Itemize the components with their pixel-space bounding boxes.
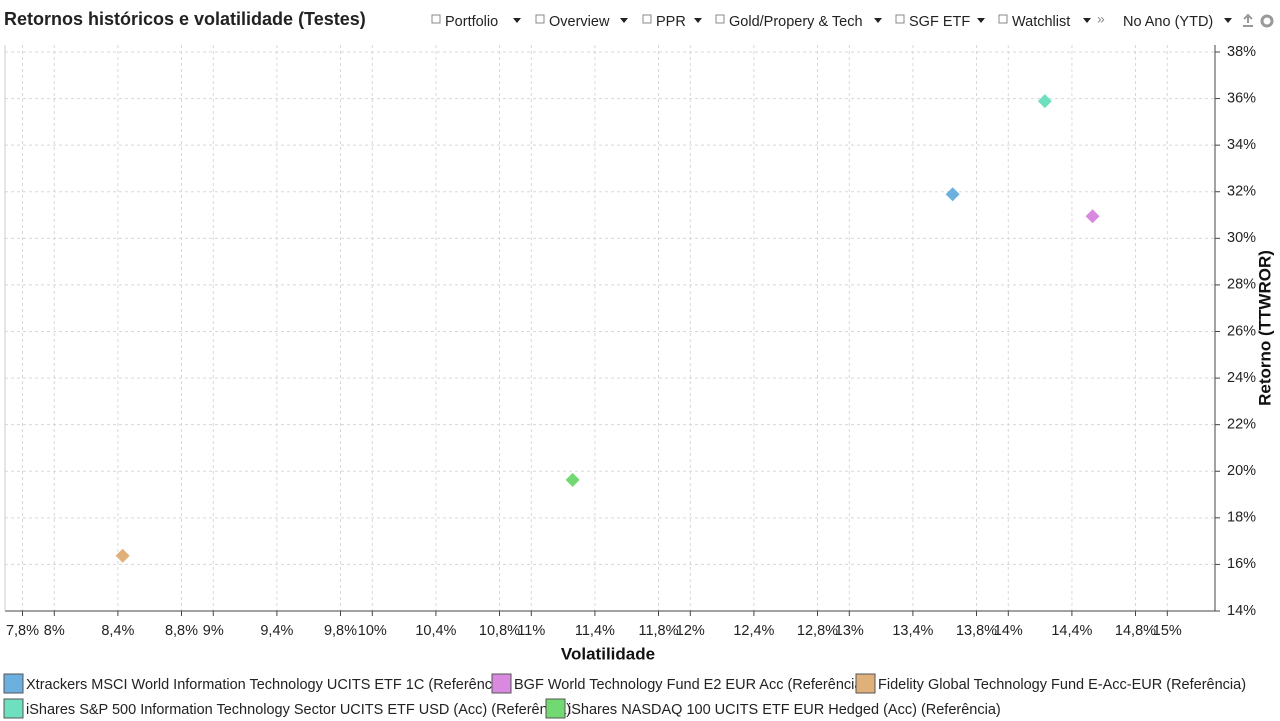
data-point [1037, 94, 1052, 109]
x-tick-label: 12,8% [797, 623, 838, 639]
y-tick-label: 34% [1227, 137, 1256, 153]
checkbox[interactable] [431, 14, 441, 24]
export-icon[interactable] [1243, 13, 1253, 27]
y-tick-label: 24% [1227, 370, 1256, 386]
y-tick-label: 22% [1227, 416, 1256, 432]
overflow-icon[interactable]: » [1097, 11, 1105, 27]
dropdown-arrow[interactable] [874, 18, 882, 23]
x-tick-label: 10,8% [479, 623, 520, 639]
y-tick-label: 14% [1227, 603, 1256, 619]
x-tick-label: 9,4% [260, 623, 293, 639]
dropdown-arrow[interactable] [620, 18, 628, 23]
x-tick-label: 13,8% [956, 623, 997, 639]
checkbox[interactable] [895, 14, 905, 24]
dropdown-arrow[interactable] [694, 18, 702, 23]
toolbar-item[interactable]: PPR [656, 14, 686, 30]
y-tick-label: 18% [1227, 510, 1256, 526]
period-selector[interactable]: No Ano (YTD) [1123, 14, 1213, 30]
x-tick-label: 9,8% [324, 623, 357, 639]
legend-swatch[interactable] [491, 673, 512, 694]
dropdown-arrow[interactable] [977, 18, 985, 23]
toolbar-item[interactable]: Gold/Propery & Tech [729, 14, 863, 30]
legend-label[interactable]: iShares S&P 500 Information Technology S… [26, 702, 571, 718]
legend-label[interactable]: BGF World Technology Fund E2 EUR Acc (Re… [514, 677, 867, 693]
toolbar-item[interactable]: Overview [549, 14, 610, 30]
y-tick-label: 30% [1227, 230, 1256, 246]
legend-swatch[interactable] [855, 673, 876, 694]
x-tick-label: 8,4% [101, 623, 134, 639]
view-title: Retornos históricos e volatilidade (Test… [4, 9, 366, 29]
x-tick-label: 11,4% [575, 623, 615, 639]
x-tick-label: 11,8% [638, 623, 678, 639]
x-tick-label: 15% [1153, 623, 1182, 639]
dropdown-arrow[interactable] [1083, 18, 1091, 23]
y-tick-label: 20% [1227, 463, 1256, 479]
x-tick-label: 9% [203, 623, 224, 639]
legend-label[interactable]: iShares NASDAQ 100 UCITS ETF EUR Hedged … [568, 702, 1001, 718]
y-tick-label: 38% [1227, 44, 1256, 60]
legend-label[interactable]: Xtrackers MSCI World Information Technol… [26, 677, 508, 693]
checkbox[interactable] [998, 14, 1008, 24]
x-tick-label: 13,4% [892, 623, 933, 639]
x-tick-label: 13% [835, 623, 864, 639]
settings-icon[interactable] [1260, 14, 1274, 28]
x-tick-label: 14% [994, 623, 1023, 639]
x-tick-label: 7,8% [6, 623, 39, 639]
toolbar-item[interactable]: SGF ETF [909, 14, 970, 30]
legend-label[interactable]: Fidelity Global Technology Fund E-Acc-EU… [878, 677, 1246, 693]
x-axis-title: Volatilidade [561, 644, 655, 663]
x-tick-label: 10,4% [415, 623, 456, 639]
checkbox[interactable] [535, 14, 545, 24]
checkbox[interactable] [642, 14, 652, 24]
x-tick-label: 8,8% [165, 623, 198, 639]
x-tick-label: 14,8% [1115, 623, 1156, 639]
y-tick-label: 28% [1227, 277, 1256, 293]
legend-swatch[interactable] [545, 698, 566, 719]
x-tick-label: 14,4% [1051, 623, 1092, 639]
data-point [565, 472, 580, 487]
data-point [945, 187, 960, 202]
checkbox[interactable] [715, 14, 725, 24]
dropdown-arrow[interactable] [1224, 18, 1232, 23]
toolbar-item[interactable]: Watchlist [1012, 14, 1070, 30]
legend-swatch[interactable] [3, 673, 24, 694]
data-point [115, 548, 130, 563]
dropdown-arrow[interactable] [513, 18, 521, 23]
y-axis-title: Retorno (TTWROR) [1255, 250, 1274, 406]
toolbar-item[interactable]: Portfolio [445, 14, 498, 30]
x-tick-label: 12% [676, 623, 705, 639]
y-tick-label: 16% [1227, 556, 1256, 572]
y-tick-label: 32% [1227, 184, 1256, 200]
x-tick-label: 12,4% [733, 623, 774, 639]
y-tick-label: 26% [1227, 323, 1256, 339]
data-point [1085, 209, 1100, 224]
y-tick-label: 36% [1227, 90, 1256, 106]
x-tick-label: 11% [517, 623, 545, 639]
x-tick-label: 8% [44, 623, 65, 639]
legend-swatch[interactable] [3, 698, 24, 719]
x-tick-label: 10% [358, 623, 387, 639]
